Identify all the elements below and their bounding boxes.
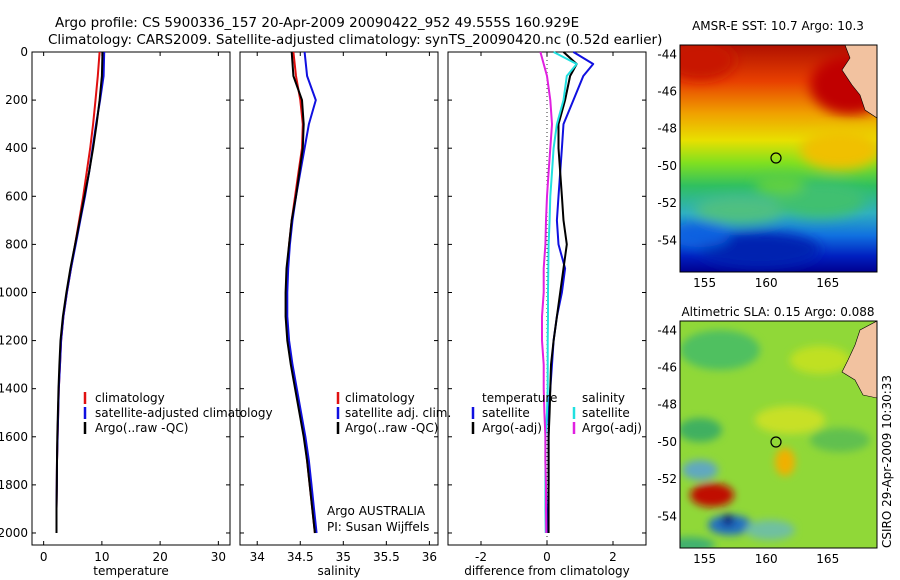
figure-title-line1: Argo profile: CS 5900336_157 20-Apr-2009…	[55, 15, 579, 31]
y-tick-label: 800	[5, 237, 28, 251]
legend-label-climatology: climatology	[95, 391, 165, 405]
series-line-climatology	[285, 51, 316, 534]
sla-map-image	[680, 321, 877, 548]
temperature-axes	[31, 51, 231, 546]
argo-float-marker	[770, 152, 782, 164]
map-y-tick-label: -44	[657, 323, 677, 337]
series-line-temperature-argo-adj-	[547, 51, 578, 533]
map-y-tick-label: -46	[657, 85, 677, 99]
y-tick-label: 200	[5, 93, 28, 107]
note-pi: PI: Susan Wijffels	[327, 520, 429, 534]
temperature-legend: climatology satellite-adjusted climatolo…	[83, 391, 273, 435]
map-y-tick-label: -50	[657, 159, 677, 173]
note-argo-australia: Argo AUSTRALIA	[327, 504, 426, 518]
y-tick-label: 1600	[0, 430, 28, 444]
map-y-tick-label: -48	[657, 122, 677, 136]
map-y-tick-label: -44	[657, 47, 677, 61]
map-y-tick-label: -46	[657, 361, 677, 375]
salinity-xlabel: salinity	[317, 564, 360, 578]
land-shape	[841, 321, 877, 399]
y-tick-label: 0	[20, 45, 28, 59]
series-line-temperature-satellite	[546, 51, 595, 534]
series-line-argo-raw-qc-	[55, 51, 104, 533]
y-tick-label: 1000	[0, 285, 28, 299]
salinity-legend: climatology satellite adj. clim. Argo(..…	[327, 391, 451, 534]
legend-label-sal-satellite: satellite	[582, 406, 630, 420]
argo-float-marker	[770, 436, 782, 448]
salinity-axes	[239, 51, 439, 546]
legend-label-argo: Argo(..raw -QC)	[95, 421, 188, 435]
x-tick-label: 30	[211, 550, 226, 564]
map-x-tick-label: 165	[816, 552, 839, 566]
map-x-tick-label: 160	[755, 276, 778, 290]
map-x-tick-label: 155	[693, 552, 716, 566]
sst-map-title: AMSR-E SST: 10.7 Argo: 10.3	[692, 19, 864, 33]
legend-header-temperature: temperature	[482, 391, 557, 405]
series-line-argo-raw-qc-	[284, 51, 316, 534]
y-tick-label: 400	[5, 141, 28, 155]
legend-label-climatology: climatology	[345, 391, 415, 405]
sst-map-image	[680, 45, 877, 272]
y-tick-label: 600	[5, 189, 28, 203]
legend-label-argo: Argo(..raw -QC)	[345, 421, 438, 435]
legend-label-satellite: satellite adj. clim.	[345, 406, 451, 420]
map-y-tick-label: -54	[657, 233, 677, 247]
legend-label-sal-argo: Argo(-adj)	[582, 421, 642, 435]
y-tick-label: 2000	[0, 526, 28, 540]
x-tick-label: 0	[543, 550, 551, 564]
x-tick-label: 36	[422, 550, 437, 564]
side-timestamp-label: CSIRO 29-Apr-2009 10:30:33	[880, 375, 894, 548]
difference-xlabel: difference from climatology	[464, 564, 630, 578]
legend-label-satellite: satellite-adjusted climatology	[95, 406, 273, 420]
series-line-satellite-adj-clim-	[286, 51, 318, 534]
figure-title-line2: Climatology: CARS2009. Satellite-adjuste…	[48, 32, 662, 48]
sla-map-title: Altimetric SLA: 0.15 Argo: 0.088	[681, 305, 874, 319]
temperature-xlabel: temperature	[93, 564, 168, 578]
series-line-climatology	[55, 51, 101, 533]
map-y-tick-label: -50	[657, 435, 677, 449]
x-tick-label: 10	[94, 550, 109, 564]
y-tick-label: 1200	[0, 334, 28, 348]
series-line-salinity-argo-adj-	[539, 51, 553, 534]
legend-label-temp-argo: Argo(-adj)	[482, 421, 542, 435]
x-tick-label: 35	[336, 550, 351, 564]
map-y-tick-label: -54	[657, 509, 677, 523]
difference-legend: temperature salinity satellite Argo(-adj…	[471, 391, 642, 435]
map-x-tick-label: 155	[693, 276, 716, 290]
x-tick-label: 2	[609, 550, 617, 564]
map-x-tick-label: 160	[755, 552, 778, 566]
y-tick-label: 1400	[0, 382, 28, 396]
map-y-tick-label: -48	[657, 398, 677, 412]
x-tick-label: 34.5	[287, 550, 314, 564]
y-tick-label: 1800	[0, 478, 28, 492]
legend-label-temp-satellite: satellite	[482, 406, 530, 420]
sla-map-frame	[679, 320, 878, 549]
map-y-tick-label: -52	[657, 196, 677, 210]
x-tick-label: 0	[40, 550, 48, 564]
x-tick-label: 35.5	[373, 550, 400, 564]
sst-map-frame	[679, 44, 878, 273]
difference-axes	[447, 51, 647, 546]
x-tick-label: 20	[152, 550, 167, 564]
x-tick-label: -2	[475, 550, 487, 564]
x-tick-label: 34	[250, 550, 265, 564]
map-y-tick-label: -52	[657, 472, 677, 486]
legend-header-salinity: salinity	[582, 391, 625, 405]
land-shape	[841, 45, 877, 119]
map-x-tick-label: 165	[816, 276, 839, 290]
